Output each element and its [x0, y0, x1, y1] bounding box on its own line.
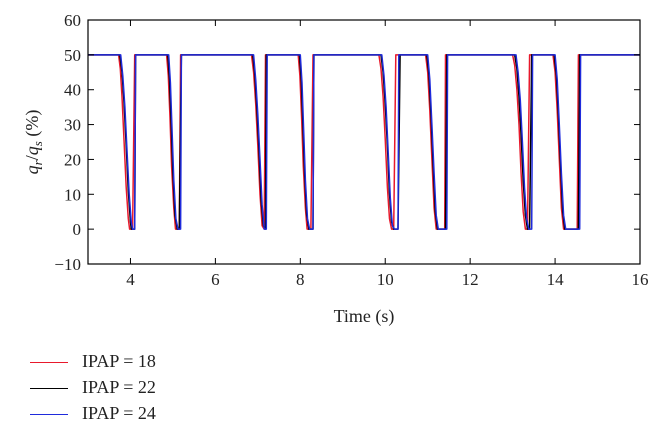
legend-item-ipap-24: IPAP = 24 — [30, 402, 290, 428]
y-tick-label: 10 — [64, 185, 81, 204]
legend-item-ipap-18: IPAP = 18 — [30, 350, 290, 376]
x-tick-label: 6 — [211, 270, 220, 289]
legend: IPAP = 18 IPAP = 22 IPAP = 24 — [30, 350, 290, 428]
y-tick-label: 60 — [64, 11, 81, 30]
y-tick-label: 20 — [64, 150, 81, 169]
y-tick-label: −10 — [54, 255, 81, 274]
x-tick-label: 16 — [632, 270, 649, 289]
legend-swatch-ipap-22 — [30, 388, 68, 389]
series-line-2 — [88, 54, 640, 230]
legend-swatch-ipap-18 — [30, 362, 68, 363]
y-tick-label: 30 — [64, 116, 81, 135]
legend-label-ipap-24: IPAP = 24 — [82, 403, 156, 423]
x-axis-label: Time (s) — [334, 306, 395, 327]
y-tick-label: 50 — [64, 46, 81, 65]
x-tick-label: 14 — [547, 270, 565, 289]
series-line-0 — [88, 54, 640, 230]
x-tick-label: 8 — [296, 270, 305, 289]
legend-label-ipap-22: IPAP = 22 — [82, 377, 156, 397]
legend-item-ipap-22: IPAP = 22 — [30, 376, 290, 402]
x-tick-label: 4 — [126, 270, 135, 289]
legend-label-ipap-18: IPAP = 18 — [82, 351, 156, 371]
x-tick-label: 12 — [462, 270, 479, 289]
ticks-group: 4 6 8 10 12 14 16 −10 0 10 20 30 40 50 60 — [54, 11, 648, 289]
plot-series-group — [88, 54, 640, 230]
x-tick-label: 10 — [377, 270, 394, 289]
chart-svg: 4 6 8 10 12 14 16 −10 0 10 20 30 40 50 60 Time (s) qr/… — [22, 11, 649, 327]
legend-swatch-ipap-24 — [30, 414, 68, 415]
y-tick-label: 0 — [73, 220, 82, 239]
y-tick-label: 40 — [64, 81, 81, 100]
y-axis-label: qr/qs (%) — [22, 110, 45, 175]
plot-frame — [87, 19, 641, 265]
